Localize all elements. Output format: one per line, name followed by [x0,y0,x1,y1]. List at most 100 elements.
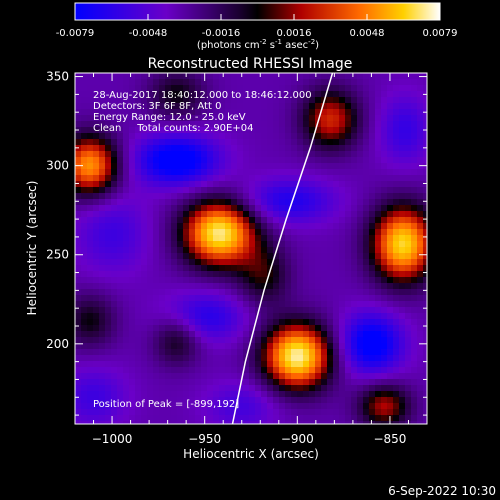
heatmap-cell [189,277,196,284]
heatmap-cell [159,133,166,140]
heatmap-cell [105,73,112,80]
heatmap-cell [225,241,232,248]
heatmap-cell [117,91,124,98]
heatmap-cell [195,343,202,350]
heatmap-cell [153,343,160,350]
heatmap-cell [129,283,136,290]
heatmap-cell [195,97,202,104]
heatmap-cell [189,223,196,230]
heatmap-cell [291,265,298,272]
heatmap-cell [297,271,304,278]
heatmap-cell [99,175,106,182]
heatmap-cell [213,349,220,356]
heatmap-cell [273,379,280,386]
heatmap-cell [195,289,202,296]
heatmap-cell [405,307,412,314]
heatmap-cell [87,379,94,386]
heatmap-cell [417,283,424,290]
heatmap-cell [309,337,316,344]
heatmap-cell [411,313,418,320]
heatmap-cell [375,205,382,212]
heatmap-cell [399,199,406,206]
heatmap-cell [171,121,178,128]
heatmap-cell [75,151,82,158]
heatmap-cell [285,157,292,164]
heatmap-cell [249,103,256,110]
heatmap-cell [165,415,172,422]
heatmap-cell [363,325,370,332]
heatmap-cell [177,241,184,248]
heatmap-cell [105,199,112,206]
heatmap-cell [333,199,340,206]
heatmap-cell [117,253,124,260]
heatmap-cell [267,409,274,416]
heatmap-cell [297,91,304,98]
heatmap-cell [237,337,244,344]
heatmap-cell [285,139,292,146]
heatmap-cell [369,331,376,338]
heatmap-cell [411,367,418,374]
heatmap-cell [423,169,427,176]
heatmap-cell [231,211,238,218]
heatmap-cell [375,79,382,86]
heatmap-cell [381,421,388,424]
heatmap-cell [315,259,322,266]
heatmap-cell [75,265,82,272]
heatmap-cell [417,295,424,302]
heatmap-cell [207,331,214,338]
heatmap-cell [261,217,268,224]
heatmap-cell [195,235,202,242]
heatmap-cell [405,289,412,296]
heatmap-cell [207,397,214,404]
heatmap-cell [255,331,262,338]
heatmap-cell [381,115,388,122]
heatmap-cell [153,403,160,410]
heatmap-cell [87,349,94,356]
heatmap-cell [129,289,136,296]
heatmap-cell [363,247,370,254]
heatmap-cell [237,193,244,200]
heatmap-cell [195,79,202,86]
heatmap-cell [333,157,340,164]
heatmap-cell [243,289,250,296]
heatmap-cell [201,391,208,398]
heatmap-cell [249,199,256,206]
heatmap-cell [135,151,142,158]
heatmap-cell [177,145,184,152]
heatmap-cell [141,361,148,368]
heatmap-cell [267,211,274,218]
heatmap-cell [255,391,262,398]
heatmap-cell [333,259,340,266]
heatmap-cell [375,373,382,380]
heatmap-cell [255,127,262,134]
heatmap-cell [387,127,394,134]
heatmap-cell [345,175,352,182]
heatmap-cell [87,241,94,248]
heatmap-cell [291,103,298,110]
heatmap-cell [201,145,208,152]
heatmap-cell [333,217,340,224]
heatmap-cell [381,277,388,284]
heatmap-cell [201,199,208,206]
heatmap-cell [93,277,100,284]
heatmap-cell [291,415,298,422]
heatmap-cell [201,349,208,356]
heatmap-cell [333,247,340,254]
heatmap-cell [261,115,268,122]
heatmap-cell [81,235,88,242]
heatmap-cell [387,409,394,416]
heatmap-cell [129,259,136,266]
heatmap-cell [171,157,178,164]
heatmap-cell [315,391,322,398]
heatmap-cell [375,121,382,128]
heatmap-cell [201,163,208,170]
heatmap-cell [111,151,118,158]
heatmap-cell [387,229,394,236]
heatmap-cell [369,223,376,230]
heatmap-cell [327,139,334,146]
heatmap-cell [75,85,82,92]
heatmap-cell [183,259,190,266]
heatmap-cell [243,151,250,158]
heatmap-cell [207,139,214,146]
heatmap-cell [339,211,346,218]
